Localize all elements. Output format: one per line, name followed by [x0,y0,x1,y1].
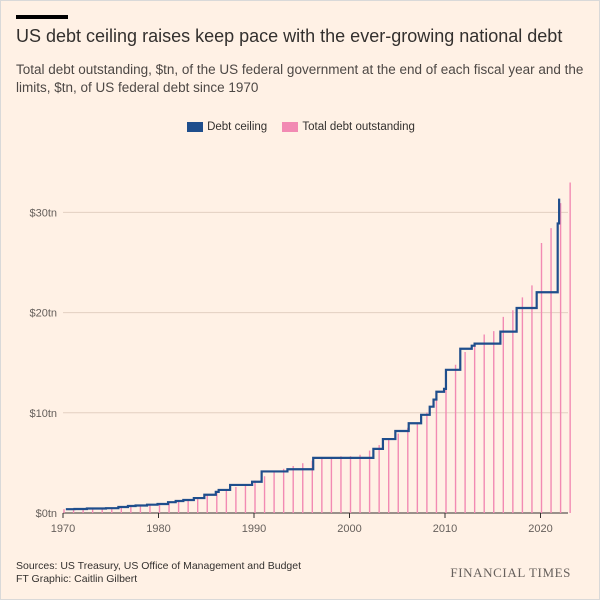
y-tick-label: $0tn [36,508,57,520]
x-tick-label: 2010 [433,523,457,535]
ceiling-line [65,198,561,511]
legend-swatch-ceiling [187,122,204,132]
debt-chart: $0tn $10tn $20tn $30tn 1970 1980 1990 2000 2010 2… [29,182,571,535]
legend-item-debt: Total debt outstanding [282,121,415,133]
x-tick-label: 2000 [337,523,361,535]
y-tick-label: $10tn [29,408,57,420]
chart-title: US debt ceiling raises keep pace with th… [16,26,563,46]
legend-item-ceiling: Debt ceiling [187,121,267,133]
x-tick-label: 1970 [51,523,75,535]
legend-label-ceiling: Debt ceiling [207,121,268,133]
x-tick-label: 2020 [528,523,552,535]
x-tick-label: 1990 [242,523,266,535]
accent-bar [16,15,68,19]
y-tick-label: $20tn [29,308,57,320]
legend-label-debt: Total debt outstanding [302,121,415,133]
graphic-credit: FT Graphic: Caitlin Gilbert [16,573,138,585]
chart-subtitle: Total debt outstanding, $tn, of the US f… [16,62,584,95]
x-tick-label: 1980 [146,523,170,535]
legend-swatch-debt [282,122,299,132]
brand-logo: FINANCIAL TIMES [450,565,571,580]
legend: Debt ceiling Total debt outstanding [1,121,600,135]
footer-sources: Sources: US Treasury, US Office of Manag… [16,560,301,586]
y-tick-label: $30tn [29,207,57,219]
sources-text: Sources: US Treasury, US Office of Manag… [16,560,302,572]
